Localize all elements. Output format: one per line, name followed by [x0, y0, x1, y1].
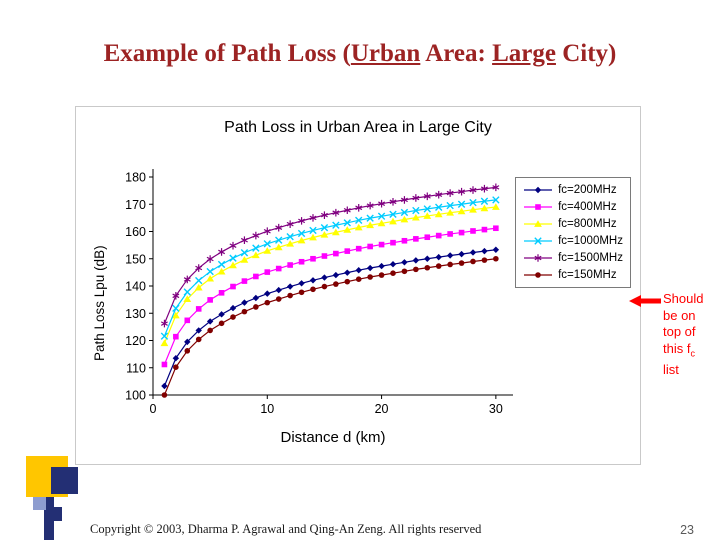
- legend-item: fc=400MHz: [523, 201, 623, 213]
- svg-text:170: 170: [125, 198, 146, 212]
- slide-title-large: Large: [492, 40, 556, 67]
- svg-text:20: 20: [375, 402, 389, 416]
- legend-item: fc=150MHz: [523, 269, 623, 281]
- legend-item: fc=1500MHz: [523, 252, 623, 264]
- svg-text:140: 140: [125, 280, 146, 294]
- slide-title: Example of Path Loss (Urban Area: Large …: [0, 40, 720, 68]
- legend-item: fc=800MHz: [523, 218, 623, 230]
- slide-title-seg5: City): [555, 40, 617, 67]
- legend-marker-icon: [524, 220, 553, 227]
- x-axis-title: Distance d (km): [280, 429, 386, 446]
- svg-text:0: 0: [150, 402, 157, 416]
- legend-label: fc=150MHz: [558, 269, 617, 281]
- legend-marker-icon: [524, 204, 553, 210]
- svg-text:150: 150: [125, 252, 146, 266]
- svg-text:160: 160: [125, 225, 146, 239]
- legend-marker-icon: [524, 186, 553, 194]
- decor-bar: [44, 470, 54, 540]
- copyright-text: Copyright © 2003, Dharma P. Agrawal and …: [90, 522, 482, 536]
- annotation-line: top of: [663, 324, 696, 339]
- annotation-line: list: [663, 361, 679, 377]
- legend-item: fc=1000MHz: [523, 235, 623, 247]
- path-loss-chart: Path Loss in Urban Area in Large City Pa…: [75, 106, 641, 465]
- legend-marker-icon: [524, 254, 553, 262]
- chart-title: Path Loss in Urban Area in Large City: [224, 119, 492, 136]
- annotation-line: Should: [663, 291, 704, 306]
- decor-square-lightblue: [33, 497, 46, 510]
- svg-text:130: 130: [125, 307, 146, 321]
- annotation-fc-sub: c: [690, 348, 695, 359]
- chart-legend: fc=200MHz fc=400MHz fc=800MHz fc=1000MHz fc=…: [515, 177, 631, 288]
- legend-label: fc=1000MHz: [558, 235, 623, 247]
- decor-square-navy: [51, 467, 78, 494]
- svg-text:120: 120: [125, 334, 146, 348]
- svg-text:100: 100: [125, 389, 146, 403]
- legend-item: fc=200MHz: [523, 184, 623, 196]
- legend-label: fc=1500MHz: [558, 252, 623, 264]
- legend-marker-icon: [524, 272, 553, 278]
- legend-marker-icon: [524, 237, 553, 245]
- legend-label: fc=400MHz: [558, 201, 617, 213]
- annotation-line: be on: [663, 307, 696, 323]
- page-number: 23: [680, 523, 694, 537]
- slide-title-urban: Urban: [350, 40, 421, 67]
- svg-text:180: 180: [125, 171, 146, 185]
- decor-square-navy-small: [48, 507, 62, 521]
- slide-title-seg3: Area:: [420, 40, 493, 67]
- plot-svg: 100 110 120 130 140 150 160 170 180 0 10 20 30: [125, 169, 513, 416]
- svg-text:110: 110: [126, 361, 146, 375]
- left-arrow-icon: [629, 295, 661, 307]
- annotation-line: this fc: [663, 341, 703, 362]
- legend-label: fc=800MHz: [558, 218, 617, 230]
- annotation-note: Should be on top of this fc list: [663, 291, 703, 378]
- slide-title-seg1: Example of Path Loss (: [103, 40, 351, 67]
- svg-text:30: 30: [489, 402, 503, 416]
- svg-text:10: 10: [260, 402, 274, 416]
- annotation-fc-text: this f: [663, 340, 691, 356]
- legend-label: fc=200MHz: [558, 184, 617, 196]
